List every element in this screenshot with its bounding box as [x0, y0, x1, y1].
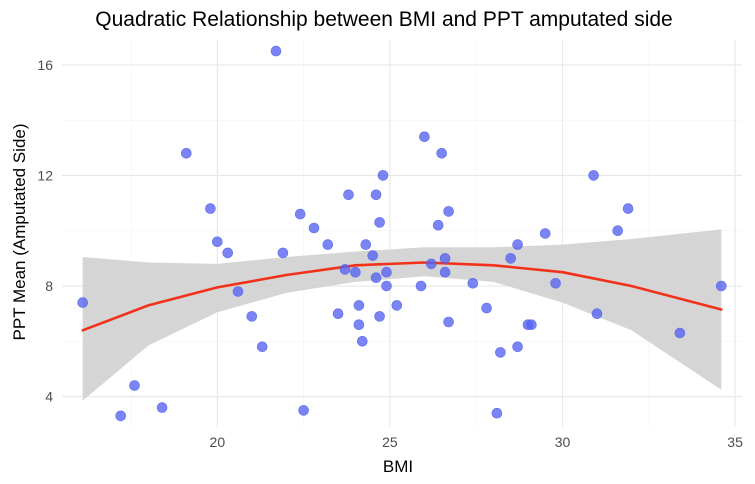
data-point — [332, 308, 344, 320]
data-point — [467, 277, 479, 289]
y-axis-title: PPT Mean (Amputated Side) — [10, 123, 29, 340]
data-point — [353, 319, 365, 331]
x-tick-label: 30 — [555, 434, 571, 450]
data-point — [232, 286, 244, 297]
data-point — [377, 170, 389, 181]
data-point — [432, 219, 444, 231]
data-point — [495, 347, 506, 358]
x-tick-label: 35 — [727, 434, 743, 450]
data-point — [715, 280, 727, 292]
x-tick-label: 20 — [210, 434, 226, 450]
data-point — [353, 300, 365, 311]
data-point — [436, 148, 448, 159]
data-point — [343, 189, 354, 201]
data-point — [612, 225, 624, 236]
y-tick-label: 8 — [45, 278, 53, 294]
data-point — [591, 308, 603, 320]
data-point — [246, 311, 258, 322]
data-point — [115, 410, 126, 422]
minor-gridlines — [62, 40, 742, 427]
data-point — [298, 405, 309, 416]
data-point — [512, 341, 523, 353]
data-point — [481, 302, 492, 314]
confidence-band — [82, 229, 722, 401]
chart-title: Quadratic Relationship between BMI and P… — [95, 8, 672, 31]
y-tick-label: 16 — [37, 57, 53, 73]
y-tick-label: 12 — [37, 167, 53, 183]
data-point — [322, 239, 334, 250]
y-axis-ticks: 4 8 12 16 — [37, 57, 53, 405]
data-point — [443, 316, 454, 328]
data-point — [222, 247, 233, 259]
data-point — [374, 311, 385, 322]
data-point — [156, 402, 168, 413]
data-point — [415, 280, 427, 292]
data-point — [205, 203, 216, 214]
data-point — [512, 239, 523, 250]
data-point — [491, 407, 503, 419]
x-tick-label: 25 — [382, 434, 398, 450]
quadratic-fit-line — [81, 261, 723, 332]
data-point — [674, 327, 686, 339]
data-point — [439, 253, 451, 264]
data-point — [350, 266, 361, 278]
data-point — [277, 247, 289, 259]
data-point — [360, 239, 372, 250]
data-point — [294, 208, 306, 220]
data-points — [77, 45, 727, 422]
data-point — [505, 253, 517, 264]
data-point — [425, 258, 437, 270]
data-point — [381, 266, 392, 278]
data-point — [212, 236, 223, 248]
data-point — [374, 217, 385, 228]
data-point — [539, 228, 551, 239]
data-point — [588, 170, 599, 181]
data-point — [381, 280, 392, 292]
data-point — [367, 250, 379, 261]
data-point — [356, 335, 368, 347]
x-axis-title: BMI — [383, 457, 413, 476]
plot-area — [62, 40, 742, 427]
data-point — [339, 264, 351, 275]
data-point — [550, 277, 561, 289]
data-point — [129, 380, 140, 391]
data-point — [181, 148, 192, 159]
data-point — [622, 203, 634, 214]
data-point — [370, 189, 382, 201]
data-point — [391, 300, 403, 311]
major-gridlines — [62, 40, 742, 427]
data-point — [439, 266, 451, 278]
data-point — [419, 131, 430, 142]
data-point — [77, 297, 88, 308]
data-point — [256, 341, 268, 353]
y-tick-label: 4 — [45, 389, 53, 405]
data-point — [370, 272, 382, 284]
data-point — [308, 222, 320, 234]
data-point — [270, 45, 282, 57]
data-point — [526, 319, 537, 331]
x-axis-ticks: 20 25 30 35 — [210, 434, 744, 450]
data-point — [443, 206, 454, 217]
